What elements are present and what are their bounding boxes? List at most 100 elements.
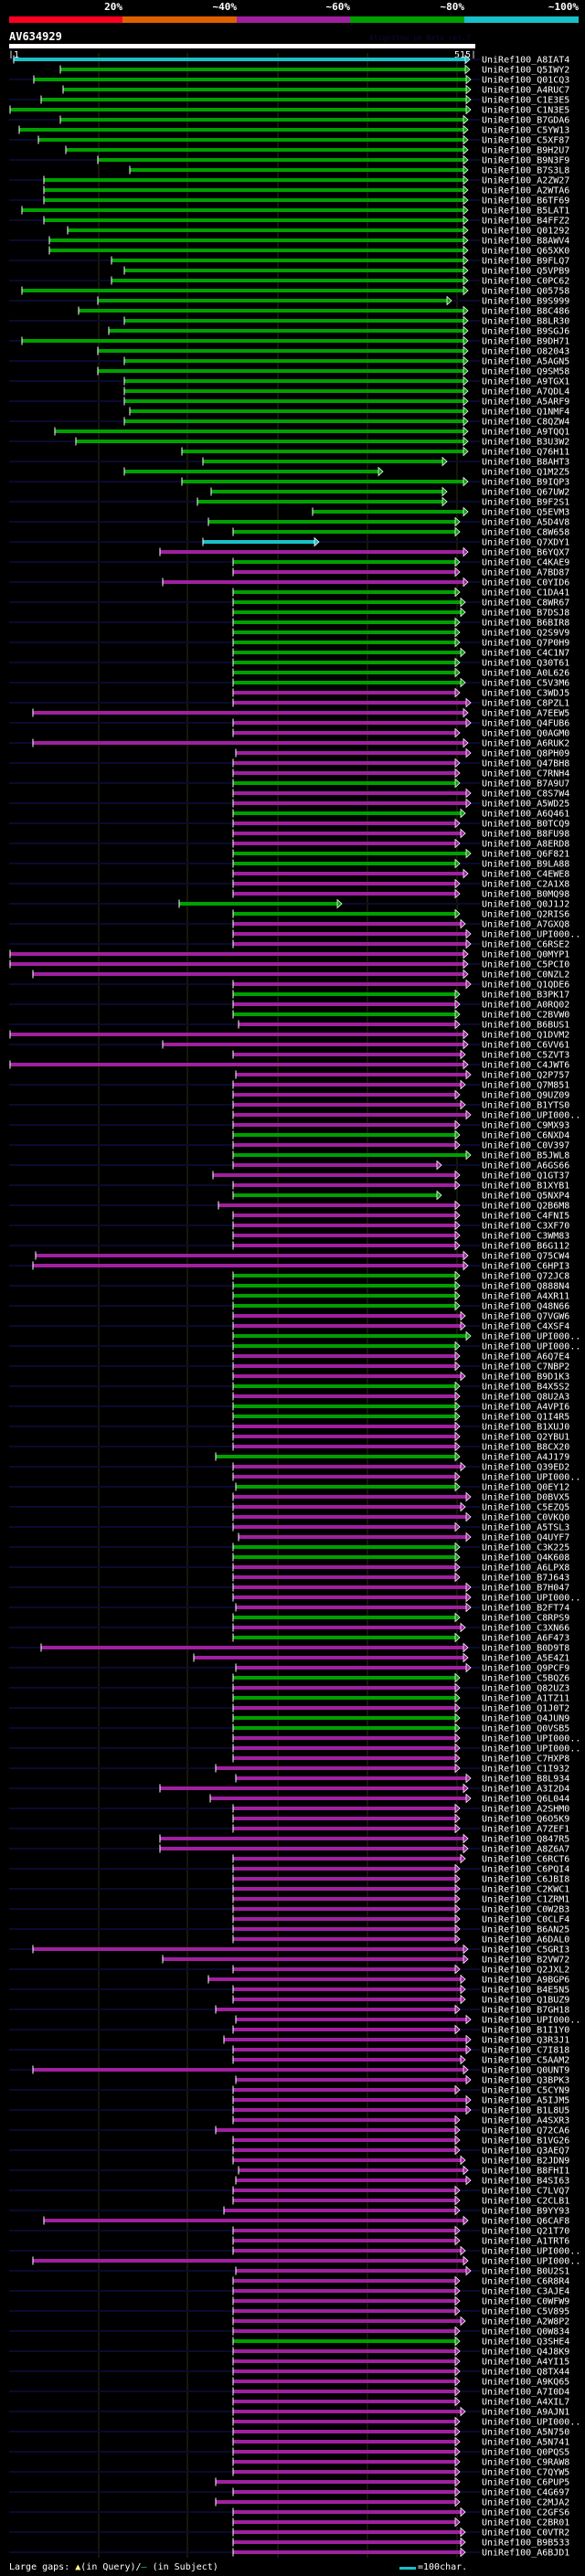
hit-end-arrow-icon <box>463 1642 469 1653</box>
hit-label: UniRef100_Q2B6M8 <box>482 1202 569 1212</box>
gaps-label: Large gaps: <box>9 2562 76 2572</box>
hit-bar <box>160 1837 463 1840</box>
hit-end-arrow-icon <box>463 195 469 206</box>
hit-end-arrow-icon <box>454 1210 461 1221</box>
hit-label: UniRef100_C2GFS6 <box>482 2508 569 2518</box>
hit-end-arrow-icon <box>454 778 461 789</box>
hit-label: UniRef100_C3WM83 <box>482 1232 569 1242</box>
hit-start-tick <box>108 326 110 335</box>
hit-start-tick <box>232 2507 234 2517</box>
hit-bar <box>233 832 461 835</box>
hit-bar <box>233 2138 455 2142</box>
hit-end-arrow-icon <box>460 2527 466 2538</box>
hit-start-tick <box>37 135 39 144</box>
hit-bar <box>213 1173 455 1177</box>
hit-label: UniRef100_C7LVQ7 <box>482 2187 569 2197</box>
hit-start-tick <box>209 1794 211 1803</box>
hit-bar <box>233 2510 461 2514</box>
hit-end-arrow-icon <box>465 1793 472 1804</box>
hit-label: UniRef100_Q67UW2 <box>482 488 569 498</box>
hit-label: UniRef100_C4JWT6 <box>482 1061 569 1071</box>
hit-end-arrow-icon <box>454 2376 461 2387</box>
hit-bar <box>124 379 463 383</box>
hit-start-tick <box>181 447 183 456</box>
hit-end-arrow-icon <box>454 2275 461 2286</box>
hit-bar <box>233 1907 455 1911</box>
hit-bar <box>233 1867 455 1871</box>
hit-end-arrow-icon <box>454 2416 461 2427</box>
hit-start-tick <box>62 85 64 94</box>
hit-start-tick <box>197 497 198 506</box>
hit-label: UniRef100_C5XF87 <box>482 136 569 146</box>
hit-label: UniRef100_B1YTS0 <box>482 1101 569 1111</box>
hit-start-tick <box>232 2487 234 2496</box>
legend-label-60: ~60% <box>325 1 351 13</box>
hit-end-arrow-icon <box>454 1200 461 1211</box>
hit-end-arrow-icon <box>454 2396 461 2407</box>
hit-bar <box>233 2249 461 2253</box>
hit-bar <box>210 1797 466 1800</box>
hit-start-tick <box>232 1754 234 1763</box>
hit-label: UniRef100_B6BIR8 <box>482 619 569 629</box>
hit-label: UniRef100_UPI000.. <box>482 930 580 940</box>
hit-label: UniRef100_Q3SHE4 <box>482 2337 569 2348</box>
hit-start-tick <box>97 346 99 355</box>
hit-end-arrow-icon <box>454 2346 461 2357</box>
hit-label: UniRef100_B2JDN9 <box>482 2157 569 2167</box>
hit-label: UniRef100_C5AAM2 <box>482 2056 569 2066</box>
hit-start-tick <box>232 1110 234 1119</box>
hit-start-tick <box>13 55 15 64</box>
hit-bar <box>233 1917 455 1921</box>
hit-end-arrow-icon <box>378 466 384 477</box>
hit-start-tick <box>232 1362 234 1371</box>
hit-label: UniRef100_C4G697 <box>482 2488 569 2498</box>
hit-bar <box>233 791 466 795</box>
hit-end-arrow-icon <box>463 325 469 336</box>
hit-label: UniRef100_B4FFZ2 <box>482 217 569 227</box>
hit-end-arrow-icon <box>465 798 472 809</box>
hit-bar <box>233 842 455 845</box>
hit-start-tick <box>232 819 234 828</box>
hit-start-tick <box>232 2397 234 2406</box>
hit-bar <box>124 389 463 393</box>
hit-start-tick <box>43 186 45 195</box>
hit-label: UniRef100_Q76H11 <box>482 448 569 458</box>
hit-label: UniRef100_B9F2S1 <box>482 498 569 508</box>
hit-end-arrow-icon <box>454 1723 461 1733</box>
hit-end-arrow-icon <box>463 245 469 256</box>
hit-end-arrow-icon <box>460 918 466 929</box>
hit-bar <box>179 902 337 906</box>
hit-end-arrow-icon <box>463 114 469 125</box>
hit-label: UniRef100_B1L8U5 <box>482 2106 569 2116</box>
hit-label: UniRef100_C6NXD4 <box>482 1131 569 1141</box>
hit-end-arrow-icon <box>454 1682 461 1693</box>
hit-end-arrow-icon <box>454 516 461 527</box>
hit-start-tick <box>232 1080 234 1089</box>
hit-bar <box>233 1093 455 1097</box>
hit-start-tick <box>232 1573 234 1582</box>
hit-label: UniRef100_C2BR01 <box>482 2518 569 2528</box>
hit-end-arrow-icon <box>465 848 472 859</box>
hit-label: UniRef100_Q1BUZ9 <box>482 1996 569 2006</box>
hit-end-arrow-icon <box>463 315 469 326</box>
hit-end-arrow-icon <box>465 1532 472 1542</box>
hit-label: UniRef100_A2WTA6 <box>482 186 569 196</box>
hit-start-tick <box>232 1211 234 1220</box>
hit-bar <box>233 2470 455 2474</box>
hit-label: UniRef100_C3WDJ5 <box>482 689 569 699</box>
hit-bar <box>233 1384 455 1388</box>
hit-label: UniRef100_A5IJM5 <box>482 2096 569 2106</box>
version-watermark: AlignView.pm Beta rel.7 <box>369 34 471 42</box>
hit-bar <box>233 1505 461 1509</box>
hit-start-tick <box>235 1070 237 1079</box>
hit-bar <box>224 2209 455 2212</box>
hit-start-tick <box>232 1512 234 1521</box>
hit-start-tick <box>232 618 234 627</box>
hit-bar <box>68 228 463 232</box>
hit-end-arrow-icon <box>454 2004 461 2015</box>
hit-bar <box>160 1786 463 1790</box>
hit-end-arrow-icon <box>465 979 472 990</box>
hit-label: UniRef100_Q48N66 <box>482 1302 569 1312</box>
hit-bar <box>233 681 461 684</box>
hit-start-tick <box>218 1201 219 1210</box>
